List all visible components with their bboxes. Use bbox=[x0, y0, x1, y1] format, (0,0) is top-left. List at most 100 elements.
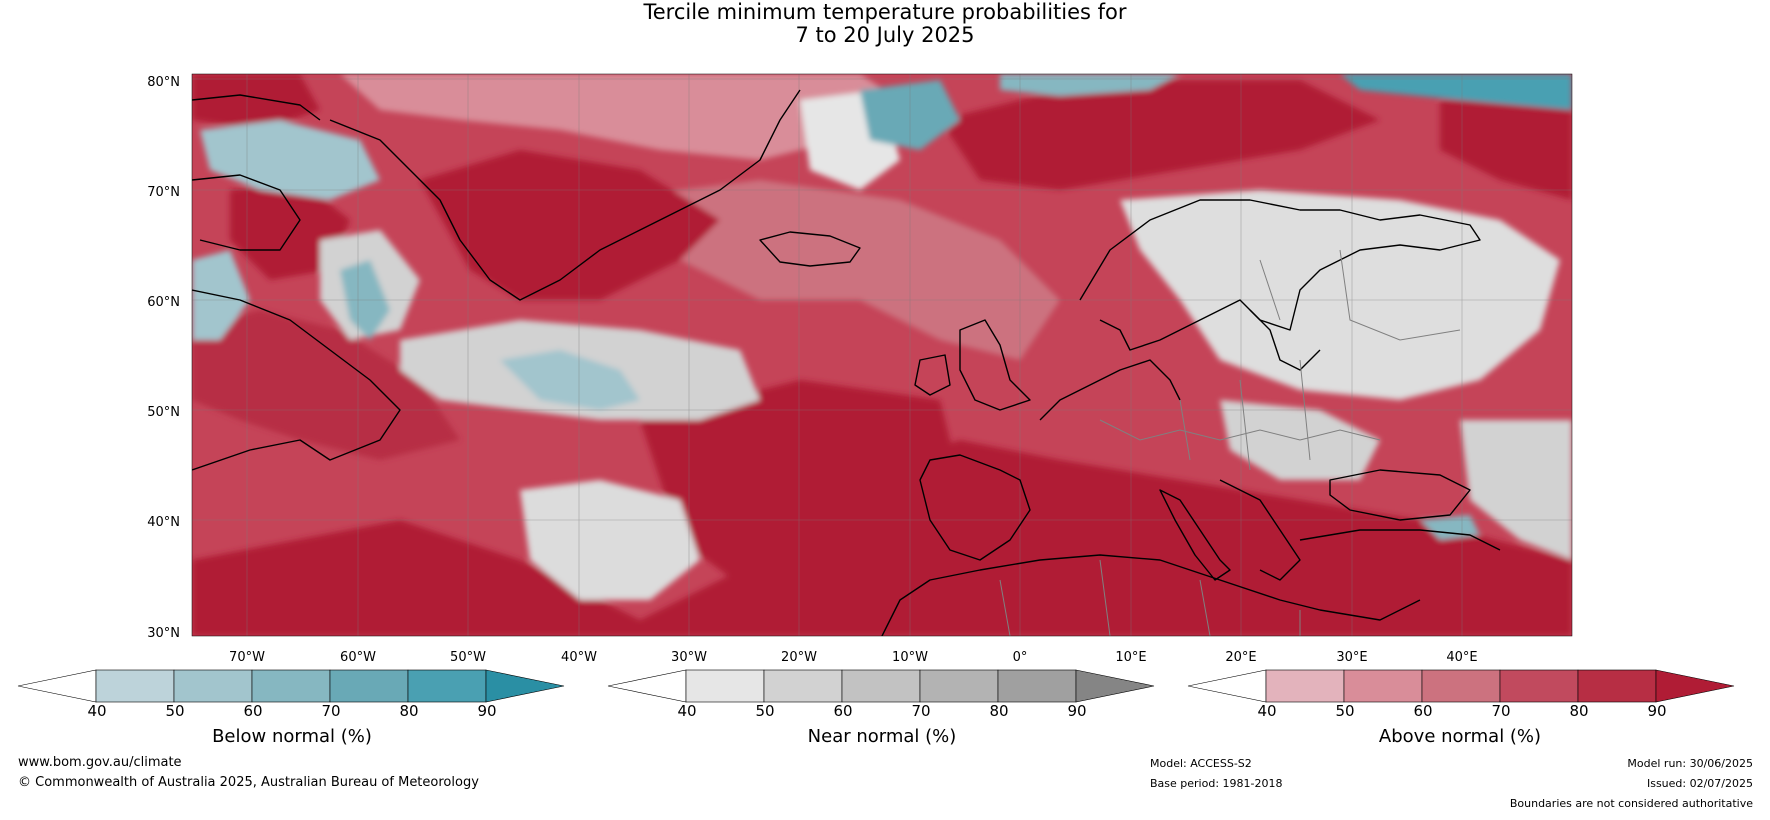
below-normal-colorbar-segment-2 bbox=[173, 669, 253, 703]
lon-label-40e: 40°E bbox=[1446, 650, 1478, 665]
lat-label-70n: 70°N bbox=[147, 185, 180, 200]
near-normal-title: Near normal (%) bbox=[807, 726, 957, 747]
lat-label-50n: 50°N bbox=[147, 405, 180, 420]
coastline-scandinavia bbox=[1079, 199, 1481, 351]
region-below-normal-arctic-east bbox=[1000, 74, 1180, 96]
lon-label-20w: 20°W bbox=[781, 650, 817, 665]
above-normal-tick-70: 70 bbox=[1491, 702, 1511, 720]
region-above-dark-canada bbox=[192, 310, 460, 460]
region-below-normal-black-sea-east bbox=[1420, 515, 1480, 540]
near-normal-colorbar-low-extend bbox=[607, 669, 687, 703]
near-normal-colorbar-segment-1 bbox=[685, 669, 765, 703]
colorbars bbox=[17, 669, 1735, 703]
region-below-normal-north-atlantic bbox=[500, 350, 640, 410]
near-normal-colorbar-segment-4 bbox=[919, 669, 999, 703]
lat-label-40n: 40°N bbox=[147, 515, 180, 530]
below-normal-title: Below normal (%) bbox=[212, 726, 372, 747]
lon-label-0: 0° bbox=[1012, 650, 1028, 665]
region-below-normal-hudson bbox=[192, 250, 250, 340]
near-normal-colorbar-high-extend bbox=[1075, 669, 1155, 703]
region-near-normal-caspian bbox=[1460, 420, 1572, 560]
footer-website: www.bom.gov.au/climate bbox=[18, 755, 182, 770]
below-normal-tick-70: 70 bbox=[321, 702, 341, 720]
lon-label-60w: 60°W bbox=[340, 650, 376, 665]
above-normal-colorbar-segment-1 bbox=[1265, 669, 1345, 703]
below-normal-tick-40: 40 bbox=[87, 702, 107, 720]
footer-issued: Issued: 02/07/2025 bbox=[1646, 777, 1753, 790]
coastline-iberia bbox=[919, 454, 1031, 561]
above-normal-tick-40: 40 bbox=[1257, 702, 1277, 720]
above-normal-colorbar-segment-2 bbox=[1343, 669, 1423, 703]
near-normal-colorbar-segment-5 bbox=[997, 669, 1077, 703]
below-normal-tick-90: 90 bbox=[477, 702, 497, 720]
coastline-europe-west bbox=[1039, 359, 1181, 421]
region-near-normal-scandinavia bbox=[1120, 190, 1560, 400]
coastline-italy bbox=[1159, 489, 1231, 581]
above-normal-colorbar-high-extend bbox=[1655, 669, 1735, 703]
near-normal-colorbar-segment-3 bbox=[841, 669, 921, 703]
lon-label-10e: 10°E bbox=[1115, 650, 1147, 665]
lon-label-40w: 40°W bbox=[561, 650, 597, 665]
below-normal-colorbar-segment-5 bbox=[407, 669, 487, 703]
above-normal-colorbar-segment-3 bbox=[1421, 669, 1501, 703]
near-normal-tick-70: 70 bbox=[911, 702, 931, 720]
coastline-north-africa bbox=[881, 554, 1421, 636]
above-normal-colorbar bbox=[1187, 669, 1735, 703]
coastline-canada-north bbox=[192, 94, 321, 121]
lat-label-60n: 60°N bbox=[147, 295, 180, 310]
below-normal-colorbar-segment-4 bbox=[329, 669, 409, 703]
above-normal-colorbar-low-extend bbox=[1187, 669, 1267, 703]
below-normal-tick-50: 50 bbox=[165, 702, 185, 720]
below-normal-colorbar bbox=[17, 669, 565, 703]
footer-model: Model: ACCESS-S2 bbox=[1150, 757, 1252, 770]
region-near-normal-azores bbox=[520, 480, 700, 600]
above-normal-tick-60: 60 bbox=[1413, 702, 1433, 720]
lat-label-80n: 80°N bbox=[147, 75, 180, 90]
coastline-turkey bbox=[1299, 529, 1501, 551]
region-below-normal-kara-sea bbox=[1340, 74, 1572, 110]
coastline-labrador bbox=[192, 289, 401, 471]
lon-label-20e: 20°E bbox=[1225, 650, 1257, 665]
chart-title-line1: Tercile minimum temperature probabilitie… bbox=[643, 0, 1127, 24]
above-normal-colorbar-segment-4 bbox=[1499, 669, 1579, 703]
coastline-iceland bbox=[759, 231, 861, 267]
above-normal-colorbar-segment-5 bbox=[1577, 669, 1657, 703]
borders-europe bbox=[1099, 249, 1461, 471]
below-normal-tick-60: 60 bbox=[243, 702, 263, 720]
near-normal-colorbar-segment-2 bbox=[763, 669, 843, 703]
below-normal-colorbar-low-extend bbox=[17, 669, 97, 703]
lon-label-70w: 70°W bbox=[229, 650, 265, 665]
near-normal-tick-40: 40 bbox=[677, 702, 697, 720]
coastline-baffin bbox=[192, 174, 301, 251]
below-normal-colorbar-segment-3 bbox=[251, 669, 331, 703]
footer-copyright: © Commonwealth of Australia 2025, Austra… bbox=[18, 775, 479, 790]
borders-north-africa bbox=[999, 559, 1301, 636]
region-above-dark-labrador bbox=[192, 74, 320, 130]
footer-disclaimer: Boundaries are not considered authoritat… bbox=[1509, 797, 1753, 810]
footer-base-period: Base period: 1981-2018 bbox=[1150, 777, 1283, 790]
above-normal-tick-80: 80 bbox=[1569, 702, 1589, 720]
coastline-baltic bbox=[1249, 309, 1321, 371]
coastline-british-isles bbox=[959, 319, 1031, 411]
above-normal-title: Above normal (%) bbox=[1378, 726, 1542, 747]
lon-label-50w: 50°W bbox=[450, 650, 486, 665]
region-above-dark-east-arctic bbox=[1440, 100, 1572, 200]
lon-label-30e: 30°E bbox=[1336, 650, 1368, 665]
near-normal-tick-60: 60 bbox=[833, 702, 853, 720]
coastline-balkans bbox=[1219, 479, 1301, 581]
below-normal-tick-80: 80 bbox=[399, 702, 419, 720]
near-normal-colorbar bbox=[607, 669, 1155, 703]
near-normal-tick-80: 80 bbox=[989, 702, 1009, 720]
lon-label-10w: 10°W bbox=[892, 650, 928, 665]
near-normal-tick-50: 50 bbox=[755, 702, 775, 720]
below-normal-colorbar-segment-1 bbox=[95, 669, 175, 703]
region-above-dark-mid-atlantic bbox=[640, 380, 960, 600]
footer-model-run: Model run: 30/06/2025 bbox=[1627, 757, 1753, 770]
region-above-dark-greenland bbox=[420, 150, 720, 300]
lon-label-30w: 30°W bbox=[671, 650, 707, 665]
below-normal-colorbar-high-extend bbox=[485, 669, 565, 703]
lat-label-30n: 30°N bbox=[147, 626, 180, 641]
region-above-light-north bbox=[340, 74, 900, 160]
